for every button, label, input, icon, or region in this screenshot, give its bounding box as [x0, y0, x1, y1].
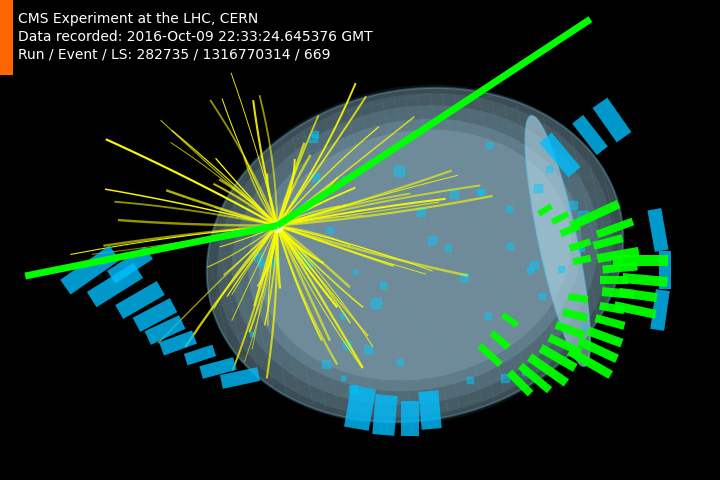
- FancyBboxPatch shape: [518, 363, 552, 393]
- FancyBboxPatch shape: [145, 315, 185, 345]
- FancyBboxPatch shape: [599, 302, 625, 314]
- FancyBboxPatch shape: [587, 326, 624, 348]
- Text: Data recorded: 2016-Oct-09 22:33:24.645376 GMT: Data recorded: 2016-Oct-09 22:33:24.6453…: [18, 30, 373, 44]
- FancyBboxPatch shape: [107, 246, 153, 284]
- Ellipse shape: [248, 119, 582, 391]
- FancyBboxPatch shape: [344, 385, 376, 431]
- FancyBboxPatch shape: [569, 238, 592, 252]
- FancyBboxPatch shape: [551, 211, 570, 225]
- FancyBboxPatch shape: [613, 301, 657, 319]
- FancyBboxPatch shape: [401, 400, 419, 435]
- FancyBboxPatch shape: [220, 367, 260, 389]
- FancyBboxPatch shape: [602, 263, 638, 274]
- FancyBboxPatch shape: [577, 337, 619, 363]
- FancyBboxPatch shape: [593, 97, 631, 143]
- FancyBboxPatch shape: [618, 288, 657, 302]
- FancyBboxPatch shape: [572, 255, 592, 265]
- FancyBboxPatch shape: [559, 223, 580, 237]
- FancyBboxPatch shape: [613, 254, 667, 265]
- FancyBboxPatch shape: [622, 273, 668, 287]
- FancyBboxPatch shape: [567, 293, 588, 303]
- FancyBboxPatch shape: [570, 200, 621, 230]
- FancyBboxPatch shape: [159, 330, 197, 356]
- Text: CMS Experiment at the LHC, CERN: CMS Experiment at the LHC, CERN: [18, 12, 258, 26]
- FancyBboxPatch shape: [650, 289, 670, 331]
- FancyBboxPatch shape: [554, 321, 585, 339]
- FancyBboxPatch shape: [659, 251, 671, 289]
- FancyBboxPatch shape: [595, 314, 626, 330]
- Ellipse shape: [207, 88, 624, 422]
- FancyBboxPatch shape: [490, 330, 510, 350]
- FancyBboxPatch shape: [547, 334, 582, 356]
- Text: Run / Event / LS: 282735 / 1316770314 / 669: Run / Event / LS: 282735 / 1316770314 / …: [18, 48, 330, 62]
- FancyBboxPatch shape: [600, 276, 628, 284]
- Ellipse shape: [258, 130, 571, 380]
- FancyBboxPatch shape: [597, 247, 639, 263]
- FancyBboxPatch shape: [572, 115, 608, 155]
- FancyBboxPatch shape: [562, 308, 588, 322]
- FancyBboxPatch shape: [477, 343, 503, 367]
- FancyBboxPatch shape: [418, 390, 441, 430]
- FancyBboxPatch shape: [501, 312, 519, 328]
- FancyBboxPatch shape: [539, 344, 577, 372]
- FancyBboxPatch shape: [593, 234, 624, 250]
- FancyBboxPatch shape: [115, 281, 165, 319]
- FancyBboxPatch shape: [537, 204, 553, 216]
- FancyBboxPatch shape: [567, 347, 613, 379]
- FancyBboxPatch shape: [595, 218, 634, 238]
- FancyBboxPatch shape: [60, 245, 120, 295]
- Ellipse shape: [526, 116, 590, 366]
- FancyBboxPatch shape: [199, 357, 237, 379]
- FancyBboxPatch shape: [647, 208, 669, 252]
- Bar: [0, 0, 13, 75]
- FancyBboxPatch shape: [184, 345, 216, 365]
- FancyBboxPatch shape: [132, 298, 177, 332]
- Ellipse shape: [232, 105, 598, 405]
- FancyBboxPatch shape: [539, 132, 580, 178]
- Ellipse shape: [207, 84, 624, 425]
- FancyBboxPatch shape: [507, 370, 534, 396]
- FancyBboxPatch shape: [372, 394, 397, 436]
- FancyBboxPatch shape: [527, 353, 569, 386]
- Ellipse shape: [217, 93, 613, 417]
- FancyBboxPatch shape: [602, 287, 634, 299]
- FancyBboxPatch shape: [87, 263, 143, 307]
